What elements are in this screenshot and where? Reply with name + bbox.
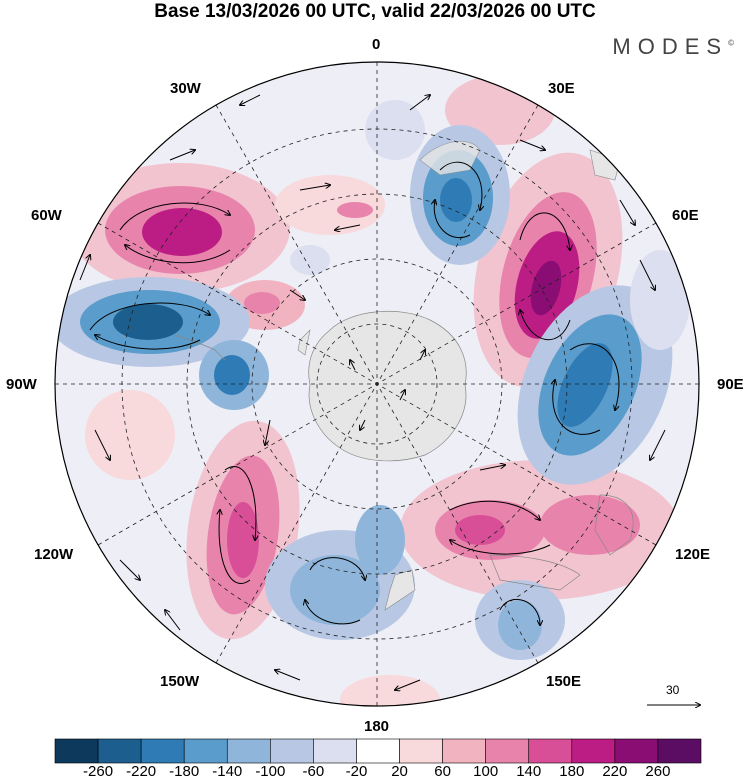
lon-label-150w: 150W — [160, 673, 200, 690]
colorbar-swatch — [140, 738, 185, 764]
colorbar-tick-label: 260 — [645, 763, 671, 780]
colorbar-swatch — [183, 738, 228, 764]
lon-label-30w: 30W — [170, 80, 201, 97]
lon-label-0: 0 — [372, 36, 381, 53]
colorbar-swatch — [485, 738, 530, 764]
colorbar-tick-label: -100 — [255, 763, 286, 780]
lon-label-90w: 90W — [6, 376, 37, 393]
modes-logo: MODES© — [612, 34, 734, 60]
lon-label-150e: 150E — [546, 673, 582, 690]
reference-vector-label: 30 — [666, 683, 680, 697]
colorbar — [54, 738, 702, 764]
colorbar-tick-label: -220 — [126, 763, 157, 780]
map-boundary — [54, 61, 700, 707]
brand-mark: © — [728, 38, 734, 48]
colorbar-tick-label: 100 — [473, 763, 499, 780]
lon-label-60w: 60W — [31, 207, 62, 224]
anomaly-field — [55, 62, 699, 706]
colorbar-swatch — [270, 738, 314, 764]
colorbar-tick-label: -20 — [345, 763, 368, 780]
colorbar-swatch — [313, 738, 357, 764]
lon-label-120w: 120W — [34, 546, 74, 563]
colorbar-swatch — [614, 738, 659, 764]
colorbar-swatch — [528, 738, 573, 764]
colorbar-swatch — [657, 738, 702, 764]
map-title: Base 13/03/2026 00 UTC, valid 22/03/2026… — [154, 1, 596, 22]
colorbar-swatch — [356, 738, 400, 764]
negative-anomalies — [55, 100, 690, 660]
lon-label-120e: 120E — [675, 546, 711, 563]
lon-label-90e: 90E — [717, 376, 744, 393]
colorbar-tick-label: 220 — [602, 763, 628, 780]
colorbar-tick-label: -140 — [212, 763, 243, 780]
lon-label-180: 180 — [364, 718, 390, 735]
lon-label-30e: 30E — [548, 80, 575, 97]
lon-label-60e: 60E — [672, 207, 699, 224]
colorbar-swatch — [571, 738, 616, 764]
colorbar-swatch — [442, 738, 486, 764]
colorbar-tick-label: -260 — [83, 763, 114, 780]
colorbar-tick-label: 140 — [516, 763, 542, 780]
brand-name: MODES — [612, 34, 729, 59]
colorbar-tick-label: -60 — [302, 763, 325, 780]
colorbar-swatch — [399, 738, 443, 764]
graticule — [55, 62, 699, 706]
colorbar-swatch — [226, 738, 271, 764]
colorbar-swatch — [54, 738, 99, 764]
colorbar-tick-label: 60 — [434, 763, 451, 780]
land-masses — [174, 141, 634, 611]
colorbar-tick-label: -180 — [169, 763, 200, 780]
colorbar-tick-label: 20 — [391, 763, 408, 780]
colorbar-tick-label: 180 — [559, 763, 585, 780]
colorbar-swatch — [97, 738, 142, 764]
